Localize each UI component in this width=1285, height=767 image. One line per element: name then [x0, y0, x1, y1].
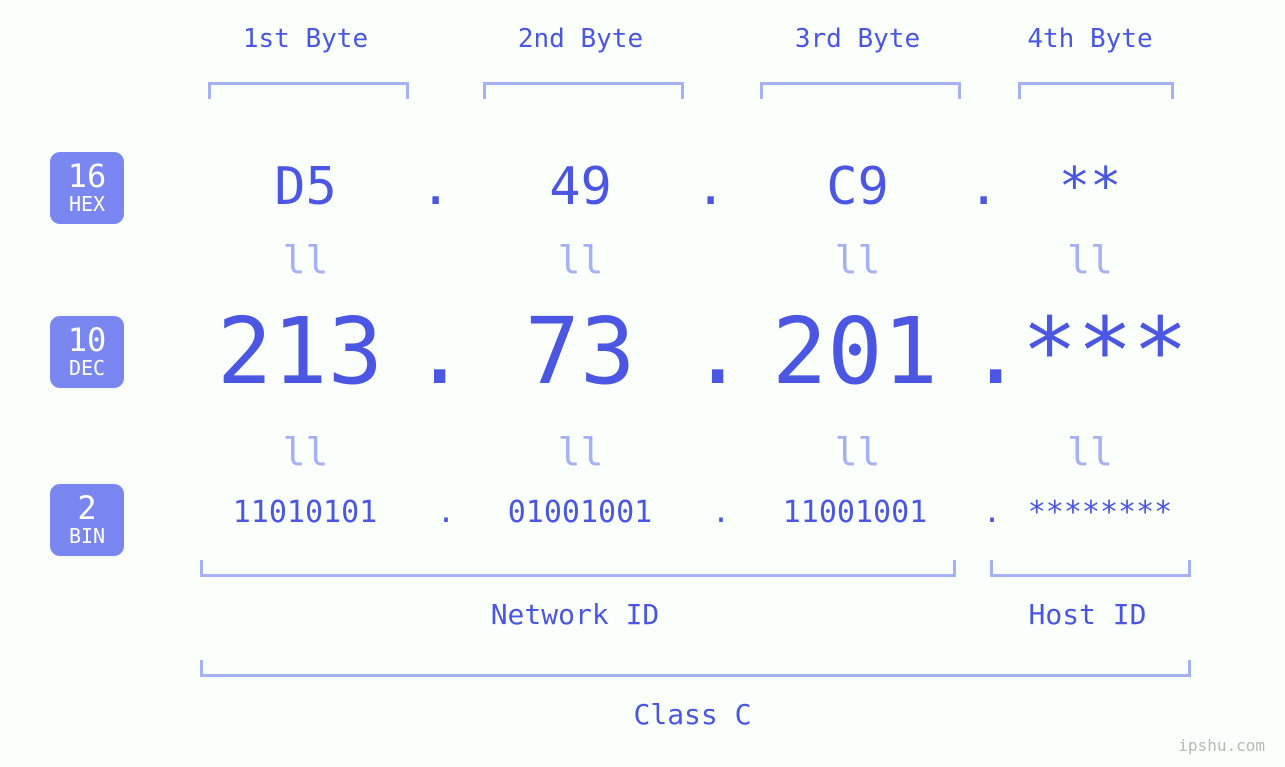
hex-dot-1: .	[420, 157, 451, 217]
byte-bracket-4	[1018, 82, 1174, 99]
dec-dot-2: .	[690, 298, 745, 405]
hex-byte-1: D5	[208, 157, 403, 217]
byte-header-3: 3rd Byte	[760, 24, 955, 54]
badge-bin-num: 2	[50, 492, 124, 524]
network-bracket	[200, 560, 956, 577]
bin-byte-4: ********	[1005, 495, 1195, 530]
host-label: Host ID	[970, 598, 1205, 631]
eq-2-2: ll	[483, 430, 678, 474]
eq-1-3: ll	[760, 238, 955, 282]
eq-2-4: ll	[1015, 430, 1165, 474]
bin-byte-2: 01001001	[465, 495, 695, 530]
host-bracket	[990, 560, 1191, 577]
eq-2-1: ll	[208, 430, 403, 474]
bin-byte-3: 11001001	[740, 495, 970, 530]
byte-header-4: 4th Byte	[1015, 24, 1165, 54]
hex-byte-2: 49	[483, 157, 678, 217]
badge-dec: 10 DEC	[50, 316, 124, 388]
dec-byte-1: 213	[190, 298, 410, 405]
badge-hex-num: 16	[50, 160, 124, 192]
eq-1-4: ll	[1015, 238, 1165, 282]
dec-byte-4: ***	[1010, 298, 1200, 405]
byte-header-2: 2nd Byte	[483, 24, 678, 54]
badge-bin: 2 BIN	[50, 484, 124, 556]
byte-bracket-1	[208, 82, 409, 99]
dec-byte-3: 201	[745, 298, 965, 405]
badge-dec-num: 10	[50, 324, 124, 356]
class-label: Class C	[200, 698, 1185, 731]
eq-1-2: ll	[483, 238, 678, 282]
dec-byte-2: 73	[475, 298, 685, 405]
network-label: Network ID	[200, 598, 950, 631]
badge-bin-name: BIN	[50, 526, 124, 546]
bin-byte-1: 11010101	[190, 495, 420, 530]
byte-bracket-3	[760, 82, 961, 99]
ip-diagram: 1st Byte 2nd Byte 3rd Byte 4th Byte 16 H…	[0, 0, 1285, 767]
hex-byte-3: C9	[760, 157, 955, 217]
eq-2-3: ll	[760, 430, 955, 474]
eq-1-1: ll	[208, 238, 403, 282]
class-bracket	[200, 660, 1191, 677]
bin-dot-2: .	[712, 495, 730, 530]
bin-dot-1: .	[437, 495, 455, 530]
byte-bracket-2	[483, 82, 684, 99]
hex-dot-3: .	[968, 157, 999, 217]
byte-header-1: 1st Byte	[208, 24, 403, 54]
badge-hex-name: HEX	[50, 194, 124, 214]
attribution-text: ipshu.com	[1178, 736, 1265, 755]
badge-hex: 16 HEX	[50, 152, 124, 224]
dec-dot-1: .	[412, 298, 467, 405]
hex-byte-4: **	[1015, 157, 1165, 217]
hex-dot-2: .	[695, 157, 726, 217]
badge-dec-name: DEC	[50, 358, 124, 378]
bin-dot-3: .	[983, 495, 1001, 530]
